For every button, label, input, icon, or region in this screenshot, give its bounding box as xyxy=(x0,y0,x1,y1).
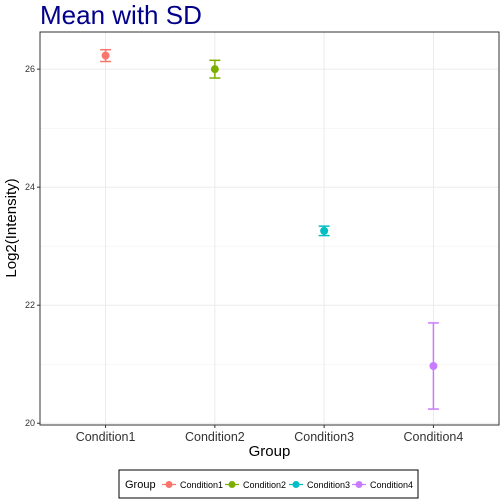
series-condition2 xyxy=(209,59,221,79)
y-tick-label: 22 xyxy=(25,300,35,310)
legend-item-condition1: Condition1 xyxy=(162,480,223,490)
legend-label: Condition3 xyxy=(307,480,350,490)
y-axis-ticks: 20 22 24 26 xyxy=(25,64,40,428)
mean-point xyxy=(210,65,219,74)
series-condition3 xyxy=(318,225,330,237)
x-tick-label: Condition1 xyxy=(76,430,136,444)
plot-panel xyxy=(40,32,499,425)
mean-point xyxy=(101,51,110,60)
legend-label: Condition4 xyxy=(370,480,413,490)
x-axis-title: Group xyxy=(249,443,291,460)
y-axis-title: Log2(Intensity) xyxy=(3,178,20,277)
legend-item-condition3: Condition3 xyxy=(289,480,350,490)
plot-border xyxy=(39,31,500,426)
x-tick-label: Condition3 xyxy=(294,430,354,444)
legend-title: Group xyxy=(125,479,156,491)
legend-key-point xyxy=(228,481,236,488)
legend-item-condition2: Condition2 xyxy=(225,480,286,490)
legend-box xyxy=(118,469,419,499)
x-tick-label: Condition2 xyxy=(185,430,245,444)
y-tick-label: 24 xyxy=(25,182,35,192)
mean-point xyxy=(429,361,438,370)
x-axis-ticks: Condition1 Condition2 Condition3 Condition4 xyxy=(76,425,464,444)
data-series xyxy=(100,48,439,410)
legend-key-point xyxy=(165,481,173,488)
mean-point xyxy=(320,226,329,235)
chart-title: Mean with SD xyxy=(40,0,202,30)
series-condition4 xyxy=(427,322,439,410)
y-tick-label: 20 xyxy=(25,418,35,428)
legend-label: Condition2 xyxy=(243,480,286,490)
legend-label: Condition1 xyxy=(180,480,223,490)
y-tick-label: 26 xyxy=(25,64,35,74)
legend-key-point xyxy=(292,481,300,488)
legend-item-condition4: Condition4 xyxy=(352,480,413,490)
legend-key-point xyxy=(355,481,363,488)
x-tick-label: Condition4 xyxy=(404,430,464,444)
legend: Group Condition1 Condition2 Condition3 Cond… xyxy=(118,469,419,499)
series-condition1 xyxy=(100,48,112,63)
